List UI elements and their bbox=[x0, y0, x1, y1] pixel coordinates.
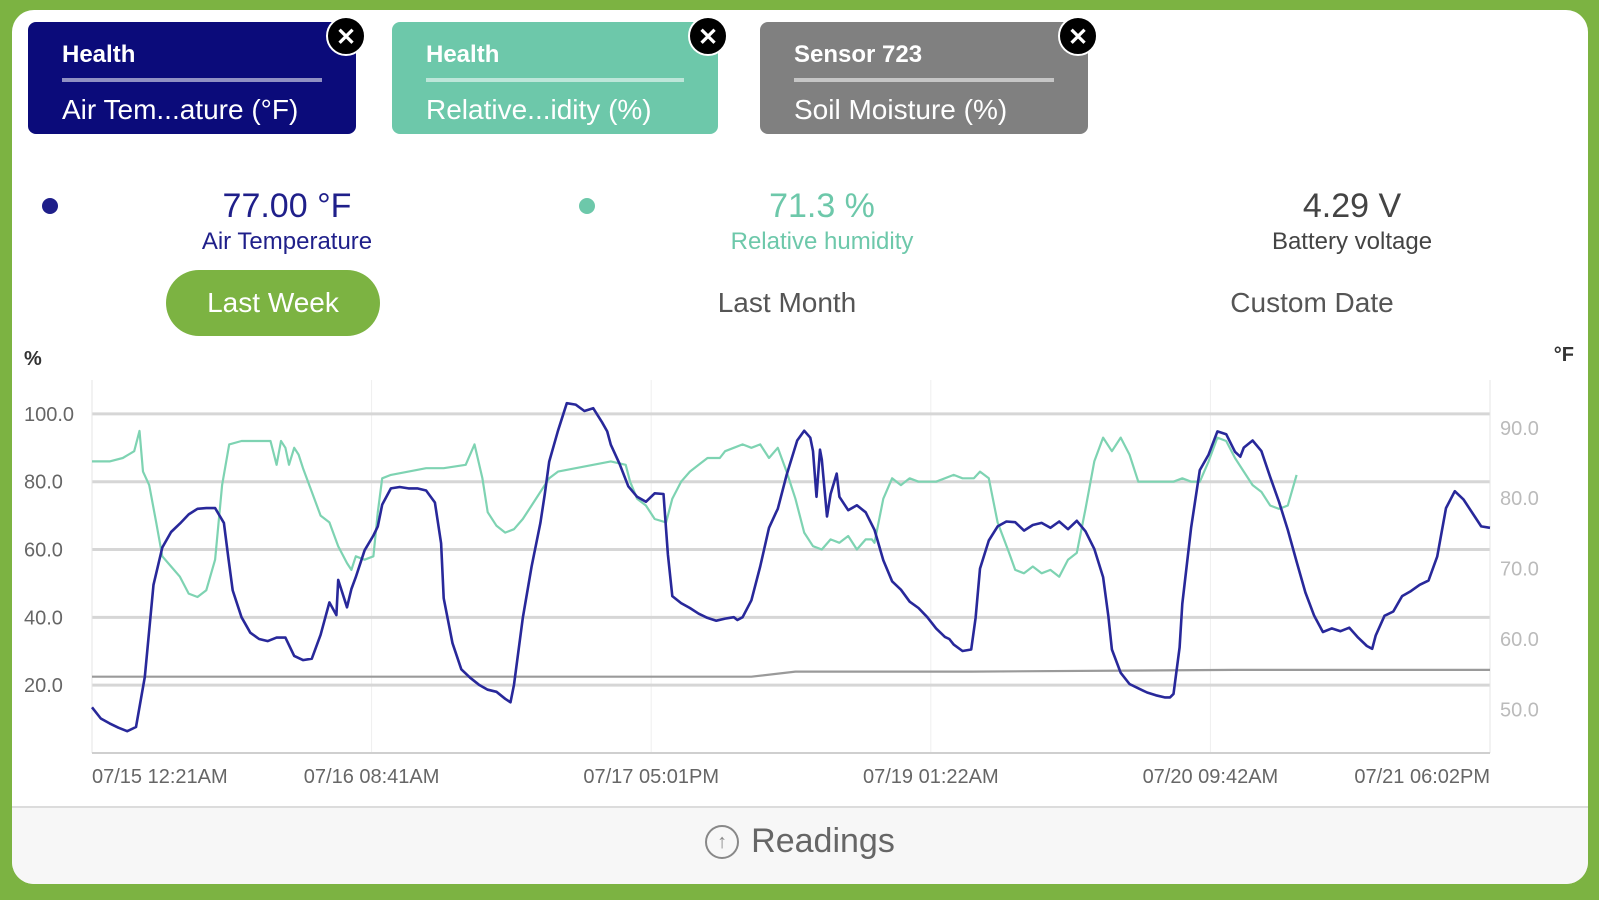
left-axis-unit: % bbox=[24, 348, 42, 370]
left-tick-label: 100.0 bbox=[24, 404, 74, 426]
chart-grid bbox=[91, 380, 1491, 754]
temperature-readout: 77.00 °F Air Temperature bbox=[152, 186, 422, 256]
humidity-legend-dot bbox=[579, 198, 595, 214]
right-tick-label: 50.0 bbox=[1500, 699, 1539, 721]
chip-category: Health bbox=[62, 41, 136, 68]
chip-relative-humidity[interactable]: Health Relative...idity (%) ✕ bbox=[392, 16, 728, 134]
x-tick-label: 07/19 01:22AM bbox=[863, 766, 999, 788]
humidity-series-line bbox=[92, 429, 1298, 599]
arrow-up-circle-icon: ↑ bbox=[705, 824, 740, 859]
x-tick-label: 07/16 08:41AM bbox=[304, 766, 440, 788]
readings-chart: % °F 07/15 12:21AM 07/16 08:41AM 07/17 05:… bbox=[24, 344, 1574, 788]
readings-button[interactable]: ↑ Readings bbox=[705, 822, 895, 861]
right-tick-label: 80.0 bbox=[1500, 488, 1539, 510]
temperature-series-line bbox=[90, 401, 1491, 733]
right-tick-label: 70.0 bbox=[1500, 559, 1539, 581]
chip-divider bbox=[794, 78, 1054, 82]
chip-name: Soil Moisture (%) bbox=[794, 94, 1008, 125]
x-tick-label: 07/17 05:01PM bbox=[583, 766, 719, 788]
chart-lines bbox=[90, 401, 1491, 733]
soil-moisture-series-line bbox=[92, 668, 1490, 678]
temperature-value: 77.00 °F bbox=[222, 187, 352, 225]
battery-value: 4.29 V bbox=[1302, 187, 1402, 225]
left-tick-label: 20.0 bbox=[24, 675, 63, 697]
battery-label: Battery voltage bbox=[1271, 228, 1433, 255]
chip-category: Sensor 723 bbox=[794, 41, 923, 68]
right-tick-label: 90.0 bbox=[1500, 418, 1539, 440]
close-icon[interactable]: ✕ bbox=[688, 16, 728, 56]
x-tick-label: 07/20 09:42AM bbox=[1143, 766, 1279, 788]
sensor-panel: Health Air Tem...ature (°F) ✕ Health Rel… bbox=[12, 10, 1588, 884]
chip-divider bbox=[62, 78, 322, 82]
chip-soil-moisture[interactable]: Sensor 723 Soil Moisture (%) ✕ bbox=[760, 16, 1098, 134]
close-icon[interactable]: ✕ bbox=[326, 16, 366, 56]
readings-label: Readings bbox=[751, 822, 895, 860]
chip-name: Relative...idity (%) bbox=[426, 94, 652, 125]
chip-air-temperature[interactable]: Health Air Tem...ature (°F) ✕ bbox=[28, 16, 366, 134]
chart-ticks: 07/15 12:21AM 07/16 08:41AM 07/17 05:01PM 0… bbox=[24, 404, 1539, 788]
readings-footer: ↑ Readings bbox=[12, 806, 1588, 884]
x-tick-label: 07/21 06:02PM bbox=[1354, 766, 1490, 788]
humidity-label: Relative humidity bbox=[730, 228, 914, 255]
close-icon[interactable]: ✕ bbox=[1058, 16, 1098, 56]
humidity-value: 71.3 % bbox=[769, 187, 875, 225]
left-tick-label: 80.0 bbox=[24, 472, 63, 494]
chip-divider bbox=[426, 78, 684, 82]
humidity-readout: 71.3 % Relative humidity bbox=[672, 186, 972, 256]
right-tick-label: 60.0 bbox=[1500, 629, 1539, 651]
battery-readout: 4.29 V Battery voltage bbox=[1212, 186, 1492, 256]
right-axis-unit: °F bbox=[1554, 344, 1574, 366]
last-week-button[interactable]: Last Week bbox=[166, 270, 380, 336]
left-tick-label: 60.0 bbox=[24, 540, 63, 562]
temperature-label: Air Temperature bbox=[201, 228, 373, 255]
left-tick-label: 40.0 bbox=[24, 607, 63, 629]
last-month-button[interactable]: Last Month bbox=[717, 287, 857, 318]
chip-category: Health bbox=[426, 41, 500, 68]
custom-date-button[interactable]: Custom Date bbox=[1230, 287, 1394, 318]
x-tick-label: 07/15 12:21AM bbox=[92, 766, 228, 788]
temperature-legend-dot bbox=[42, 198, 58, 214]
chip-name: Air Tem...ature (°F) bbox=[62, 94, 299, 125]
